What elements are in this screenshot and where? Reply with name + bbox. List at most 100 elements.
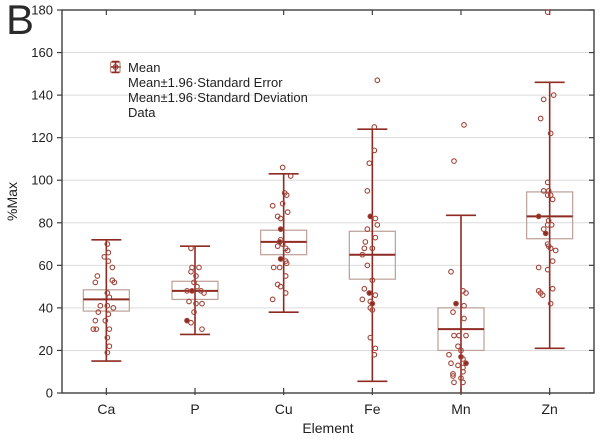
data-point [364,188,371,194]
data-point [102,317,109,324]
y-tick-label: 120 [31,130,53,145]
data-point [361,245,368,252]
data-point [446,351,452,358]
data-point [274,243,281,250]
data-point [277,226,284,233]
data-point [448,360,454,367]
data-point [539,292,546,298]
data-point [279,241,286,247]
data-point [535,213,542,220]
data-point [450,373,456,379]
y-tick-label: 180 [31,3,53,18]
data-point [371,351,378,358]
data-point [104,302,111,309]
data-point [455,362,461,369]
data-point [109,264,116,271]
data-point [550,92,557,98]
data-point [92,279,99,286]
data-point [366,290,373,296]
data-point [460,356,466,362]
data-point [92,317,99,324]
data-point [193,300,199,307]
data-point [463,332,469,339]
data-point [270,264,277,271]
data-point [189,288,195,294]
legend-item-mean: Mean [108,60,308,75]
legend-item-data: Data [108,63,308,120]
data-point [188,245,194,252]
data-point [193,273,199,279]
x-category-label: Ca [97,401,115,417]
data-point [549,196,556,203]
data-point [547,130,554,137]
data-point [104,334,111,341]
data-point [284,247,291,254]
data-point [359,251,366,258]
data-point [547,300,554,307]
data-point [369,245,376,252]
data-point [106,343,113,350]
data-point [453,300,459,307]
y-tick-label: 60 [39,258,53,273]
data-point [110,305,117,311]
data-point [106,294,113,301]
x-category-label: Cu [275,401,293,417]
data-point [104,241,111,247]
data-point [549,258,556,264]
data-point [94,273,101,279]
data-point [269,202,276,209]
x-category-label: P [190,401,199,417]
data-point [372,292,379,298]
data-point [552,247,559,254]
plot-frame [61,9,595,394]
data-point [463,360,469,367]
data-point [284,209,291,215]
data-point [448,268,454,275]
x-category-label: Mn [451,401,470,417]
data-point [194,283,200,290]
data-point [188,268,194,275]
legend-label: Mean [128,60,161,75]
data-point-icon [108,63,128,120]
data-point [544,179,551,186]
data-point [105,249,112,256]
data-point [105,258,112,264]
data-point [547,245,554,252]
y-tick-label: 20 [39,343,53,358]
data-point [104,349,111,356]
y-axis-title: %Max [4,182,20,221]
se-box-icon [108,61,128,90]
data-point [196,264,202,271]
data-point [371,147,378,154]
data-point [367,213,374,220]
data-point [463,290,469,296]
data-point [374,77,381,84]
legend-label: Mean±1.96·Standard Error [128,75,283,90]
data-point [544,266,551,273]
legend-item-standard-error: Mean±1.96·Standard Error [108,61,308,90]
data-point [542,230,549,237]
legend-label: Data [128,105,156,120]
data-point [364,226,371,233]
data-point [277,256,284,262]
data-point [362,239,369,245]
data-point [269,296,276,303]
data-point [374,222,381,228]
data-point [105,311,112,318]
data-point [548,222,555,228]
data-point [451,332,457,339]
y-tick-label: 0 [46,386,53,401]
data-point [97,302,104,309]
data-point [540,96,547,103]
legend: Mean Mean±1.96·Standard Error Mean±1.96·… [108,60,308,120]
data-point [460,368,466,375]
data-point [450,309,456,315]
data-point [279,200,286,207]
data-point [101,253,108,260]
data-point [369,307,376,313]
data-point [276,264,283,271]
data-point [199,300,205,307]
data-point [456,332,462,339]
